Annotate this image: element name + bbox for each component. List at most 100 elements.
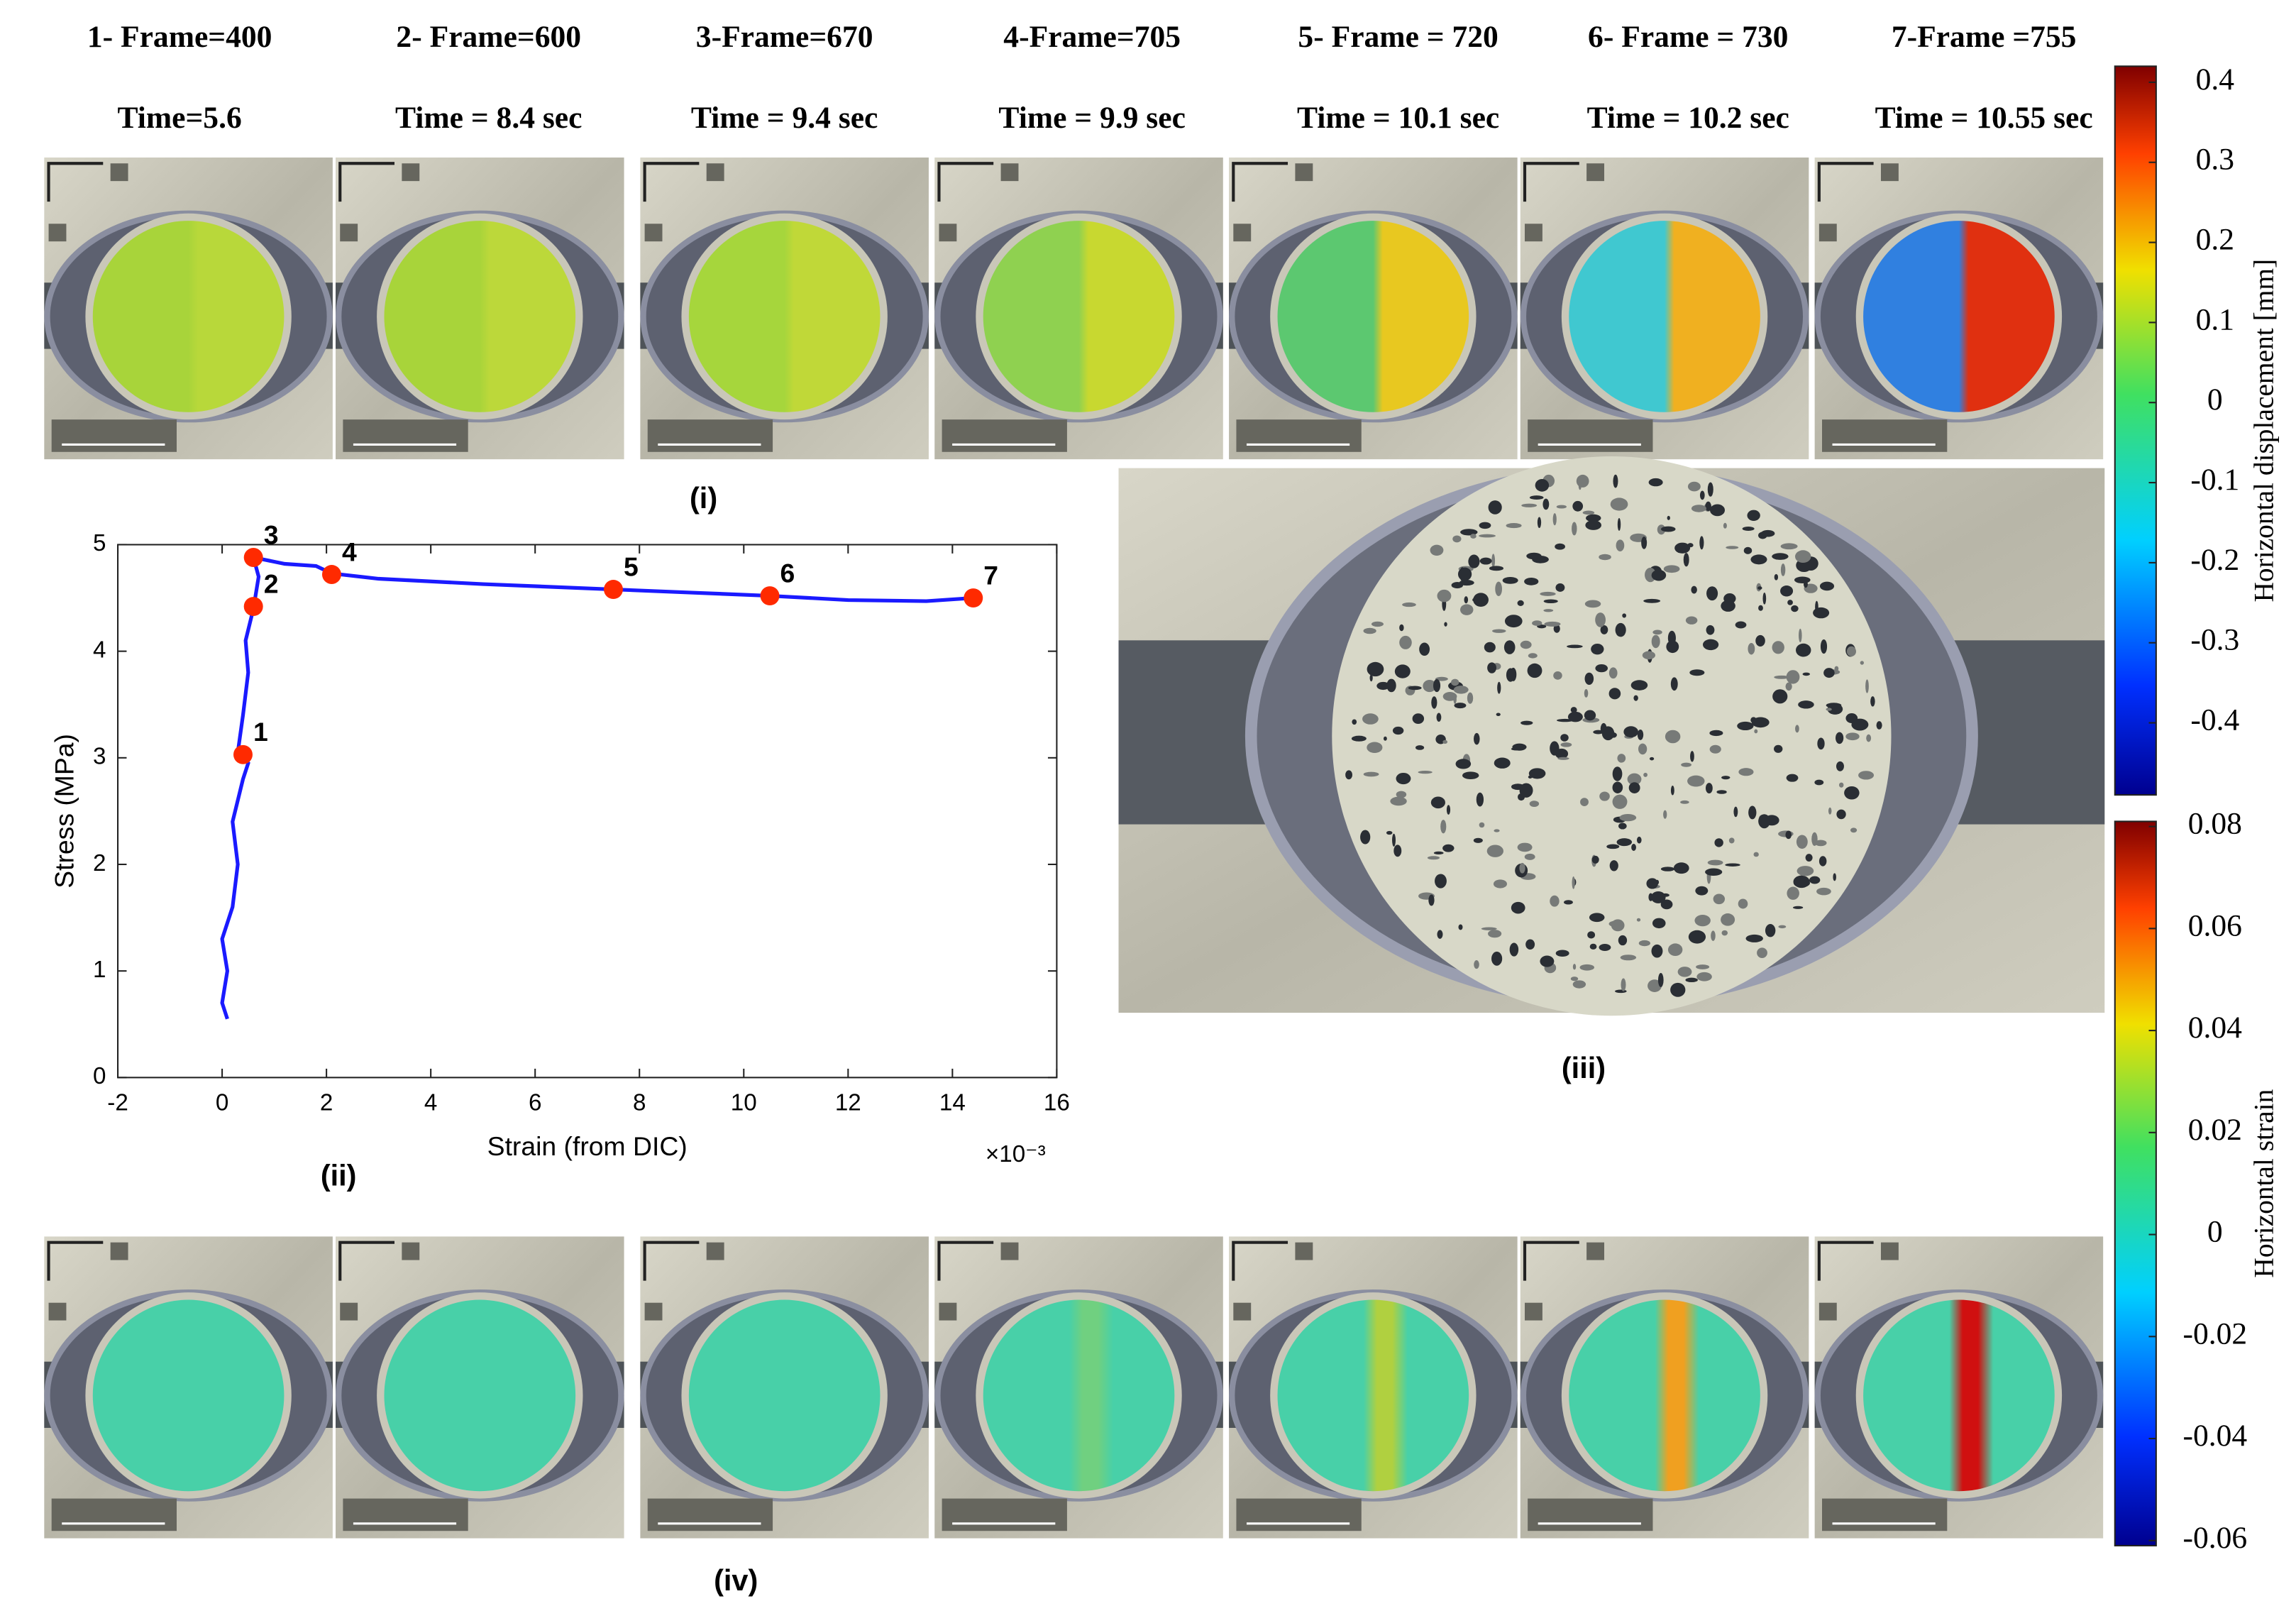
y-tick-label: 3 [93, 744, 106, 770]
scale-bar [942, 419, 1067, 452]
grain [1479, 522, 1491, 529]
panel-label: (i) [690, 481, 717, 515]
grain [1826, 703, 1842, 708]
grain [1528, 775, 1533, 779]
thumbnail [1814, 157, 2104, 460]
grain [1681, 762, 1692, 767]
axis-icon [1818, 1302, 1837, 1321]
grain [1528, 653, 1538, 659]
grain [1728, 837, 1735, 844]
grain [1638, 743, 1648, 755]
thumbnail [1229, 1236, 1518, 1539]
grain [1636, 918, 1641, 922]
grain [1780, 543, 1798, 550]
grain [1785, 682, 1792, 691]
grain [1427, 856, 1440, 860]
thumbnail [1814, 1236, 2104, 1539]
y-axis-label: Stress (MPa) [49, 734, 79, 889]
grain [1660, 867, 1675, 871]
grain [1685, 616, 1698, 625]
grain [1526, 552, 1542, 560]
grain [1576, 474, 1589, 488]
grain [1673, 862, 1689, 874]
dic-field [983, 221, 1175, 412]
grain [1758, 605, 1763, 611]
scale-bar [942, 1498, 1067, 1531]
colorbar-label: Horizontal strain [2248, 1089, 2279, 1277]
grain [1636, 836, 1642, 844]
x-tick-label: 10 [731, 1089, 757, 1116]
grain [1390, 796, 1407, 806]
colorbar-tick-label: 0 [2207, 1215, 2223, 1249]
grain [1415, 745, 1425, 750]
grain [1650, 891, 1666, 903]
grain [1599, 791, 1610, 801]
grain [1713, 893, 1726, 905]
grain [1791, 605, 1799, 612]
grain [1818, 856, 1827, 867]
dic-field [92, 221, 285, 412]
grain [1525, 939, 1535, 950]
grain [1560, 742, 1572, 747]
axis-icon [939, 224, 957, 242]
grain [1474, 732, 1480, 745]
grain [1823, 668, 1835, 678]
grain [1570, 977, 1579, 981]
grain [1685, 977, 1698, 983]
grain [1503, 640, 1516, 654]
axis-icon [644, 224, 663, 242]
grain [1491, 951, 1503, 966]
colorbar-tick-label: -0.4 [2190, 703, 2239, 737]
x-tick-label: 14 [939, 1089, 966, 1116]
grain [1591, 855, 1599, 864]
grain [1524, 577, 1539, 585]
grain [1616, 838, 1633, 847]
scale-bar [1822, 1498, 1948, 1531]
grain [1553, 625, 1560, 633]
frame-time: Time = 9.4 sec [691, 101, 878, 135]
axis-icon [1525, 1302, 1542, 1321]
grain [1714, 838, 1723, 847]
grain [1527, 663, 1542, 678]
colorbar-tick-label: 0.3 [2196, 143, 2234, 177]
grain [1814, 779, 1824, 786]
grain [1544, 621, 1561, 627]
grain [1622, 613, 1627, 618]
grain [1479, 557, 1492, 565]
grain [1572, 500, 1584, 512]
grain [1433, 851, 1444, 855]
grain [1709, 730, 1723, 737]
grain [1453, 694, 1457, 704]
marker [243, 597, 263, 617]
x-multiplier: ×10⁻³ [986, 1141, 1046, 1167]
grain [1657, 972, 1664, 987]
grain [1826, 708, 1832, 711]
grain [1511, 901, 1525, 914]
axis-icon [939, 1302, 957, 1321]
grain [1506, 668, 1515, 682]
grain [1585, 520, 1602, 530]
dic-field [1277, 221, 1469, 412]
grain [1646, 878, 1658, 889]
grain [1795, 725, 1799, 733]
colorbar-tick-label: 0.2 [2196, 223, 2234, 257]
grain [1726, 546, 1739, 549]
scale-bar [647, 419, 773, 452]
dic-field [1569, 1299, 1760, 1492]
grain [1621, 978, 1626, 991]
grain [1617, 754, 1626, 763]
grain [1599, 554, 1611, 561]
grain [1844, 786, 1860, 800]
grain [1651, 944, 1663, 958]
grain [1804, 581, 1808, 588]
grain [1688, 930, 1706, 944]
grain [1743, 546, 1753, 554]
axis-icon [402, 163, 420, 182]
marker-label: 5 [624, 551, 639, 581]
colorbar-tick-label: -0.06 [2182, 1521, 2247, 1555]
grain [1750, 554, 1767, 565]
grain [1706, 625, 1715, 635]
grain [1517, 842, 1533, 852]
grain [1747, 510, 1760, 521]
